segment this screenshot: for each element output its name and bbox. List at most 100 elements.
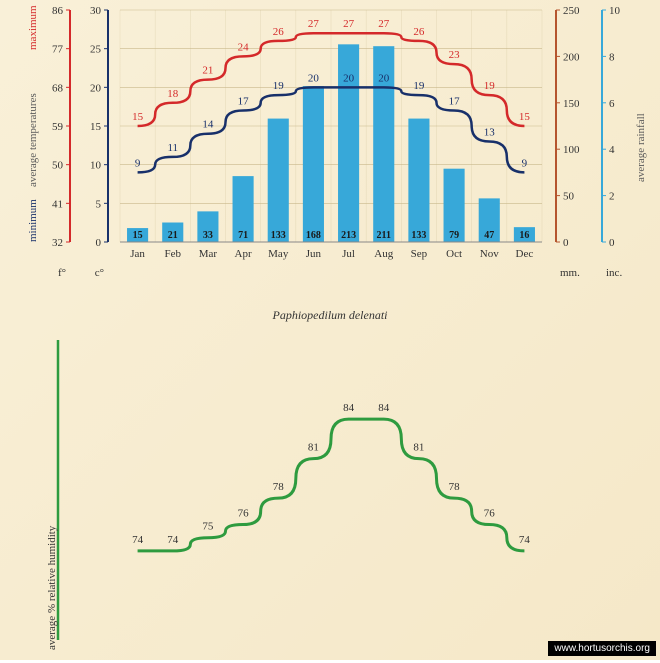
svg-text:5: 5 xyxy=(96,198,102,210)
month-label: Sep xyxy=(411,248,428,260)
f-axis-label: f° xyxy=(58,267,66,279)
max-temp-label: 15 xyxy=(519,111,531,123)
month-label: Feb xyxy=(165,248,182,260)
humidity-value: 84 xyxy=(343,402,355,414)
humidity-value: 81 xyxy=(308,442,319,454)
humidity-y-label: average % relative humidity xyxy=(46,526,58,650)
month-label: May xyxy=(268,248,289,260)
rainfall-value: 47 xyxy=(484,230,494,241)
max-temp-label: 26 xyxy=(413,26,425,38)
rainfall-value: 133 xyxy=(411,230,426,241)
rainfall-value: 16 xyxy=(519,230,529,241)
rainfall-value: 33 xyxy=(203,230,213,241)
watermark: www.hortusorchis.org xyxy=(548,641,656,656)
min-temp-label: 20 xyxy=(378,72,390,84)
humidity-value: 84 xyxy=(378,402,390,414)
rainfall-value: 211 xyxy=(377,230,391,241)
min-temp-label: 19 xyxy=(273,80,285,92)
rainfall-value: 168 xyxy=(306,230,321,241)
svg-text:6: 6 xyxy=(609,98,615,110)
month-label: Mar xyxy=(199,248,218,260)
svg-text:2: 2 xyxy=(609,191,615,203)
min-temp-label: 17 xyxy=(238,96,250,108)
humidity-value: 75 xyxy=(202,521,214,533)
svg-text:0: 0 xyxy=(609,237,615,249)
max-temp-label: 23 xyxy=(449,49,461,61)
species-subtitle: Paphiopedilum delenati xyxy=(273,308,388,323)
svg-text:0: 0 xyxy=(96,237,102,249)
svg-text:15: 15 xyxy=(90,121,102,133)
min-temp-label: 17 xyxy=(449,96,461,108)
rainfall-value: 79 xyxy=(449,230,459,241)
rainfall-value: 213 xyxy=(341,230,356,241)
svg-text:68: 68 xyxy=(52,82,64,94)
svg-text:50: 50 xyxy=(563,191,575,203)
humidity-value: 74 xyxy=(167,534,179,546)
svg-text:10: 10 xyxy=(90,160,102,172)
svg-text:30: 30 xyxy=(90,5,102,17)
svg-text:86: 86 xyxy=(52,5,64,17)
rainfall-bar xyxy=(303,86,324,242)
month-label: Nov xyxy=(480,248,499,260)
rainfall-bar xyxy=(268,119,289,242)
svg-text:25: 25 xyxy=(90,44,102,56)
max-temp-label: 15 xyxy=(132,111,144,123)
minimum-label: minimum xyxy=(27,199,39,242)
rainfall-bar xyxy=(408,119,429,242)
rainfall-label: average rainfall xyxy=(635,113,647,182)
max-temp-label: 18 xyxy=(167,88,179,100)
min-temp-label: 20 xyxy=(343,72,355,84)
month-label: Oct xyxy=(446,248,462,260)
svg-text:250: 250 xyxy=(563,5,580,17)
humidity-value: 78 xyxy=(449,481,461,493)
chart-svg: 1521337113316821321113379471615182124262… xyxy=(0,0,660,660)
max-temp-label: 27 xyxy=(343,18,355,30)
max-temp-label: 27 xyxy=(378,18,390,30)
min-temp-label: 9 xyxy=(522,157,528,169)
max-temp-label: 27 xyxy=(308,18,320,30)
max-temp-label: 21 xyxy=(202,65,213,77)
rainfall-value: 21 xyxy=(168,230,178,241)
svg-text:200: 200 xyxy=(563,51,580,63)
month-label: Jul xyxy=(342,248,355,260)
min-temp-label: 14 xyxy=(202,119,214,131)
humidity-value: 74 xyxy=(519,534,531,546)
min-temp-label: 20 xyxy=(308,72,320,84)
svg-text:4: 4 xyxy=(609,144,615,156)
humidity-value: 74 xyxy=(132,534,144,546)
svg-text:150: 150 xyxy=(563,98,580,110)
humidity-value: 76 xyxy=(238,508,250,520)
humidity-value: 76 xyxy=(484,508,496,520)
month-label: Apr xyxy=(235,248,252,260)
max-temp-label: 19 xyxy=(484,80,496,92)
min-temp-label: 9 xyxy=(135,157,141,169)
svg-text:20: 20 xyxy=(90,82,102,94)
min-temp-label: 13 xyxy=(484,126,496,138)
humidity-value: 81 xyxy=(413,442,424,454)
svg-text:0: 0 xyxy=(563,237,569,249)
min-temp-label: 11 xyxy=(167,142,178,154)
svg-text:50: 50 xyxy=(52,160,64,172)
rainfall-value: 15 xyxy=(133,230,143,241)
svg-text:100: 100 xyxy=(563,144,580,156)
min-temp-label: 19 xyxy=(413,80,425,92)
month-label: Jan xyxy=(130,248,145,260)
month-label: Aug xyxy=(374,248,393,260)
month-label: Jun xyxy=(306,248,322,260)
mm-axis-label: mm. xyxy=(560,267,580,279)
avg-temp-label: average temperatures xyxy=(27,93,39,187)
max-temp-label: 24 xyxy=(238,41,250,53)
month-label: Dec xyxy=(516,248,534,260)
svg-text:8: 8 xyxy=(609,51,615,63)
inc-axis-label: inc. xyxy=(606,267,622,279)
svg-text:59: 59 xyxy=(52,121,64,133)
climate-chart: 1521337113316821321113379471615182124262… xyxy=(0,0,660,660)
maximum-label: maximum xyxy=(27,5,39,50)
max-temp-label: 26 xyxy=(273,26,285,38)
svg-text:32: 32 xyxy=(52,237,63,249)
svg-text:10: 10 xyxy=(609,5,621,17)
c-axis-label: c° xyxy=(95,267,104,279)
rainfall-value: 71 xyxy=(238,230,248,241)
svg-text:77: 77 xyxy=(52,44,64,56)
svg-text:41: 41 xyxy=(52,198,63,210)
